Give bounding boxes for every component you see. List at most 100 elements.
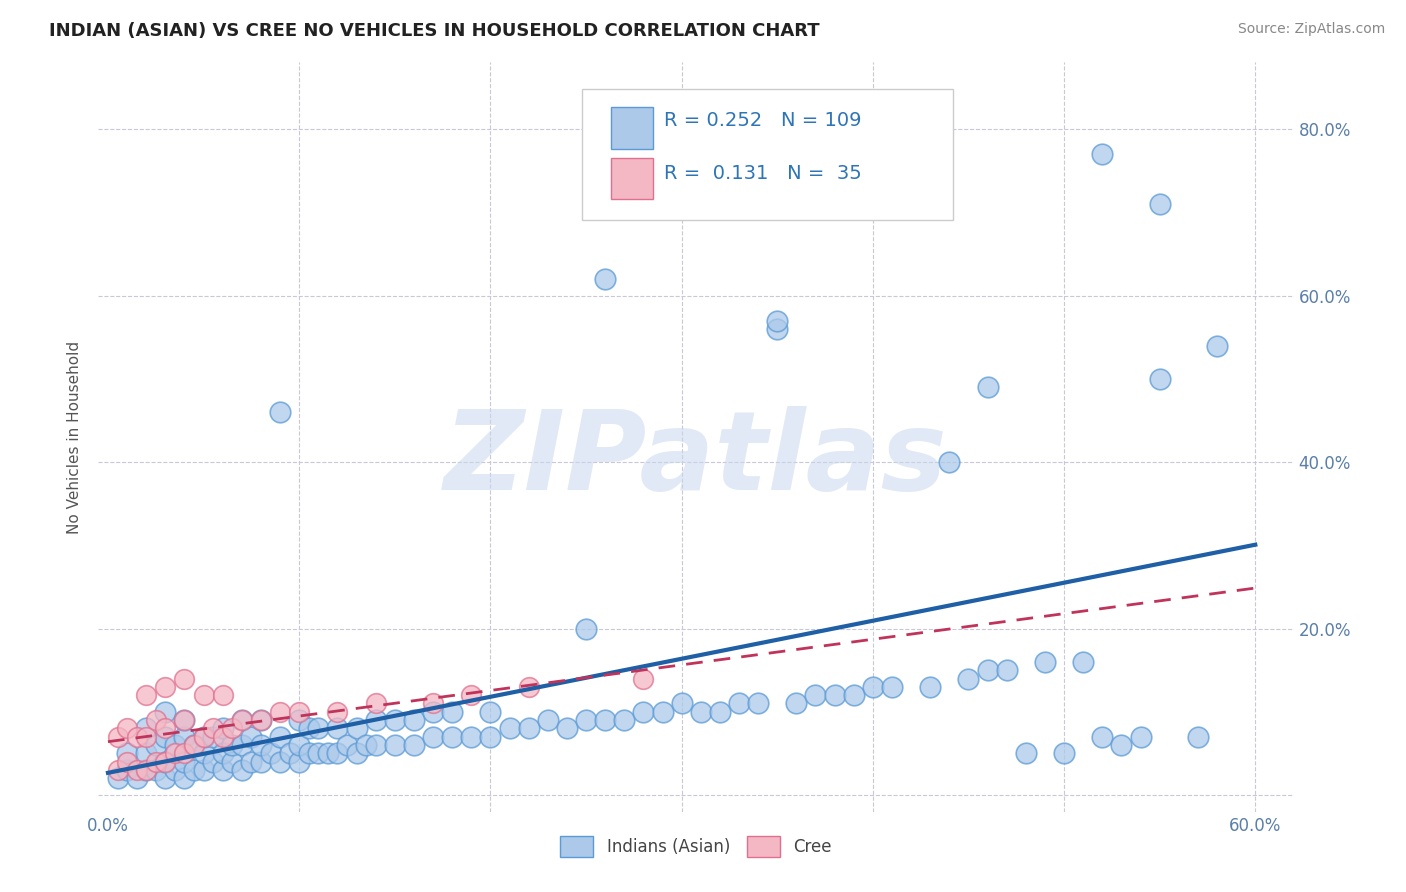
Point <box>613 713 636 727</box>
Point <box>155 755 177 769</box>
Point <box>1187 730 1209 744</box>
Point <box>250 738 273 752</box>
Point <box>1206 338 1229 352</box>
Text: ZIPatlas: ZIPatlas <box>444 406 948 513</box>
Point <box>346 722 368 736</box>
Point <box>593 272 616 286</box>
Point <box>747 697 769 711</box>
Point <box>976 663 998 677</box>
Point <box>517 680 540 694</box>
Point <box>517 722 540 736</box>
Point <box>364 713 387 727</box>
Point <box>441 730 464 744</box>
Point <box>145 713 167 727</box>
Point <box>326 705 349 719</box>
Text: Source: ZipAtlas.com: Source: ZipAtlas.com <box>1237 22 1385 37</box>
Point <box>575 622 598 636</box>
Point <box>1091 730 1114 744</box>
Point <box>135 763 157 777</box>
Point <box>155 722 177 736</box>
Bar <box>612 107 652 149</box>
Point <box>346 747 368 761</box>
Point <box>728 697 751 711</box>
Y-axis label: No Vehicles in Household: No Vehicles in Household <box>67 341 83 533</box>
Point <box>231 763 253 777</box>
Point <box>326 722 349 736</box>
Point <box>221 755 243 769</box>
Point <box>537 713 560 727</box>
Point <box>460 730 482 744</box>
Point <box>422 705 444 719</box>
Point <box>211 688 233 702</box>
Point <box>240 755 263 769</box>
Point <box>1149 197 1171 211</box>
Point <box>364 738 387 752</box>
Point <box>193 730 215 744</box>
Point <box>173 730 195 744</box>
Point <box>1033 655 1056 669</box>
Point <box>202 722 225 736</box>
Point <box>135 688 157 702</box>
Point <box>155 730 177 744</box>
Point <box>107 772 129 786</box>
Point <box>384 713 406 727</box>
Point <box>107 730 129 744</box>
Point <box>231 713 253 727</box>
Point <box>145 738 167 752</box>
Point <box>288 738 311 752</box>
Point <box>880 680 903 694</box>
Point <box>593 713 616 727</box>
Point <box>107 763 129 777</box>
Point <box>125 772 148 786</box>
Point <box>1129 730 1152 744</box>
Point <box>145 755 167 769</box>
Point <box>211 730 233 744</box>
Point <box>633 672 655 686</box>
Point <box>862 680 884 694</box>
Point <box>842 688 865 702</box>
Point <box>479 730 502 744</box>
Point <box>278 747 301 761</box>
Point <box>651 705 673 719</box>
Point <box>135 730 157 744</box>
Point <box>115 763 138 777</box>
Point <box>173 672 195 686</box>
Point <box>183 763 205 777</box>
Point <box>326 747 349 761</box>
Point <box>193 730 215 744</box>
FancyBboxPatch shape <box>582 88 953 219</box>
Point <box>938 455 960 469</box>
Point <box>269 730 291 744</box>
Point <box>298 747 321 761</box>
Point <box>402 738 425 752</box>
Point <box>250 755 273 769</box>
Text: R = 0.252   N = 109: R = 0.252 N = 109 <box>664 112 862 130</box>
Point <box>163 738 186 752</box>
Point <box>671 697 693 711</box>
Point <box>202 730 225 744</box>
Point <box>202 755 225 769</box>
Point <box>163 763 186 777</box>
Point <box>288 705 311 719</box>
Point <box>288 755 311 769</box>
Point <box>269 405 291 419</box>
Point <box>1071 655 1094 669</box>
Point <box>269 755 291 769</box>
Point <box>957 672 980 686</box>
Point <box>269 705 291 719</box>
Point <box>240 730 263 744</box>
Point <box>221 738 243 752</box>
Text: INDIAN (ASIAN) VS CREE NO VEHICLES IN HOUSEHOLD CORRELATION CHART: INDIAN (ASIAN) VS CREE NO VEHICLES IN HO… <box>49 22 820 40</box>
Point <box>221 722 243 736</box>
Point <box>307 747 329 761</box>
Point <box>422 730 444 744</box>
Point <box>155 680 177 694</box>
Point <box>422 697 444 711</box>
Point <box>316 747 339 761</box>
Point <box>135 747 157 761</box>
Point <box>1053 747 1076 761</box>
Point <box>193 688 215 702</box>
Point <box>193 747 215 761</box>
Point <box>1111 738 1133 752</box>
Point <box>336 738 359 752</box>
